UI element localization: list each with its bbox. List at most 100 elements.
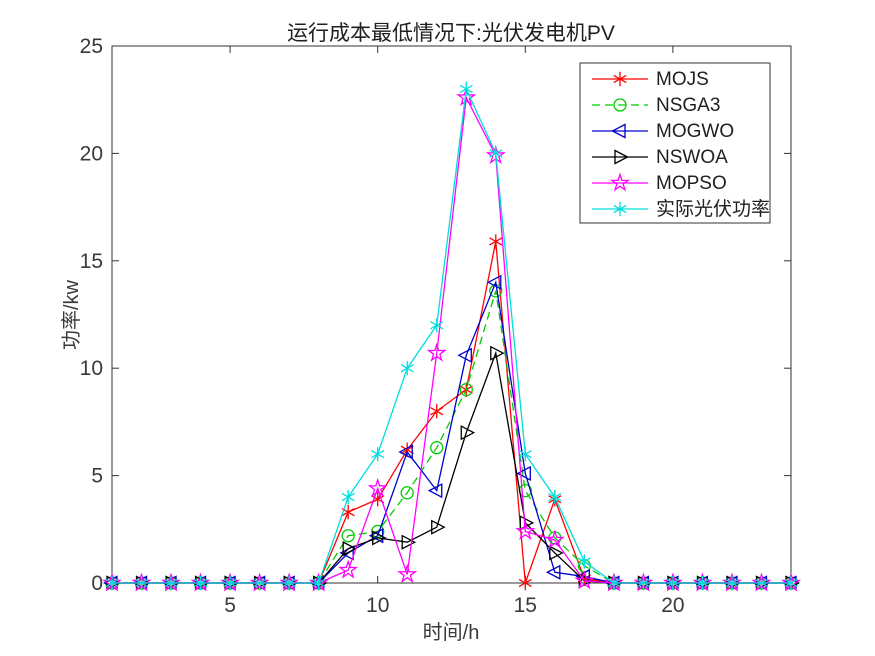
asterisk-marker: [341, 504, 355, 520]
y-tick-label: 10: [80, 357, 103, 380]
circle-marker: [341, 529, 355, 543]
star5-marker: [515, 520, 536, 540]
series-MOGWO: [103, 274, 797, 591]
asterisk-marker: [400, 442, 414, 458]
asterisk-marker: [636, 575, 650, 591]
asterisk-marker: [784, 575, 798, 591]
asterisk-marker: [754, 575, 769, 591]
asterisk-marker: [400, 361, 414, 376]
asterisk-marker: [430, 403, 444, 419]
series-NSWOA: [106, 345, 800, 591]
triangle-right-marker: [342, 541, 358, 557]
series-MOJS: [105, 234, 798, 591]
star5-marker: [574, 570, 595, 590]
asterisk-marker: [194, 575, 208, 591]
asterisk-marker: [607, 575, 621, 591]
triangle-left-marker: [457, 347, 472, 363]
triangle-left-marker: [486, 274, 502, 290]
asterisk-marker: [613, 201, 627, 217]
x-axis-label: 时间/h: [423, 621, 480, 644]
y-tick-label: 25: [80, 35, 103, 58]
legend-label: MOPSO: [656, 173, 727, 194]
legend-label: MOGWO: [656, 121, 734, 142]
triangle-right-marker: [431, 519, 446, 535]
asterisk-marker: [459, 81, 473, 97]
asterisk-marker: [134, 575, 149, 591]
series-line: [112, 241, 791, 584]
legend-box: [579, 62, 771, 224]
star5-marker: [456, 86, 477, 107]
plot-area: 5 10 15 20 0 5 10 15 20 25: [80, 35, 802, 617]
circle-marker: [430, 441, 444, 455]
legend-entry: MOJS: [592, 69, 709, 90]
circle-marker: [400, 486, 414, 500]
plot-box: [111, 45, 792, 584]
triangle-right-marker: [372, 530, 387, 546]
asterisk-marker: [489, 146, 503, 161]
asterisk-marker: [666, 575, 680, 591]
legend: MOJS NSGA3 MOGWO NSWOA MOPSO 实际光伏功率: [579, 62, 771, 224]
legend-entry: MOGWO: [592, 121, 734, 142]
y-axis-label: 功率/kw: [60, 279, 83, 350]
y-tick-label: 5: [91, 465, 103, 488]
x-tick-label: 5: [224, 594, 236, 617]
star5-marker: [338, 559, 359, 579]
legend-entry: NSWOA: [592, 147, 728, 168]
asterisk-marker: [371, 446, 385, 462]
triangle-right-marker: [460, 425, 476, 441]
triangle-left-marker: [398, 444, 413, 460]
y-tick-label: 15: [80, 250, 103, 273]
asterisk-marker: [518, 446, 532, 462]
legend-entry: MOPSO: [592, 172, 727, 194]
triangle-left-marker: [516, 465, 531, 482]
y-tick-label: 20: [80, 142, 103, 165]
asterisk-marker: [430, 318, 444, 333]
triangle-left-marker: [545, 564, 561, 580]
circle-marker: [613, 98, 627, 112]
legend-label: 实际光伏功率: [656, 198, 770, 220]
triangle-right-marker: [614, 149, 629, 165]
asterisk-marker: [613, 71, 627, 87]
triangle-left-marker: [611, 123, 626, 139]
legend-label: MOJS: [656, 69, 709, 90]
star5-marker: [609, 172, 631, 192]
x-tick-label: 20: [661, 594, 684, 617]
triangle-right-marker: [490, 345, 505, 361]
asterisk-marker: [489, 234, 503, 249]
asterisk-marker: [341, 489, 355, 505]
circle-marker: [459, 383, 473, 397]
asterisk-marker: [577, 554, 591, 569]
series-line: [112, 290, 791, 584]
y-tick-label: 0: [91, 572, 103, 595]
series-NSGA3: [105, 284, 798, 590]
x-tick-label: 15: [514, 594, 537, 617]
triangle-right-marker: [401, 534, 417, 550]
star5-marker: [544, 529, 565, 549]
asterisk-marker: [282, 575, 296, 591]
asterisk-marker: [164, 575, 178, 591]
x-tick-label: 10: [366, 594, 389, 617]
asterisk-marker: [105, 575, 119, 591]
star5-marker: [397, 563, 418, 583]
chart-title: 运行成本最低情况下:光伏发电机PV: [287, 22, 615, 45]
asterisk-marker: [518, 575, 532, 591]
legend-label: NSGA3: [656, 95, 720, 116]
star5-marker: [426, 342, 447, 362]
triangle-left-marker: [427, 483, 443, 499]
series-line: [112, 86, 791, 584]
asterisk-marker: [725, 575, 739, 591]
asterisk-marker: [548, 489, 562, 505]
asterisk-marker: [695, 575, 709, 591]
series-line: [112, 350, 791, 584]
asterisk-marker: [223, 575, 237, 591]
legend-entry: 实际光伏功率: [592, 198, 770, 220]
triangle-right-marker: [549, 545, 564, 561]
series-line: [112, 279, 791, 584]
star5-marker: [367, 477, 388, 498]
legend-entry: NSGA3: [592, 95, 720, 116]
asterisk-marker: [253, 575, 267, 591]
series-实际光伏功率: [105, 81, 798, 591]
legend-label: NSWOA: [656, 147, 728, 168]
